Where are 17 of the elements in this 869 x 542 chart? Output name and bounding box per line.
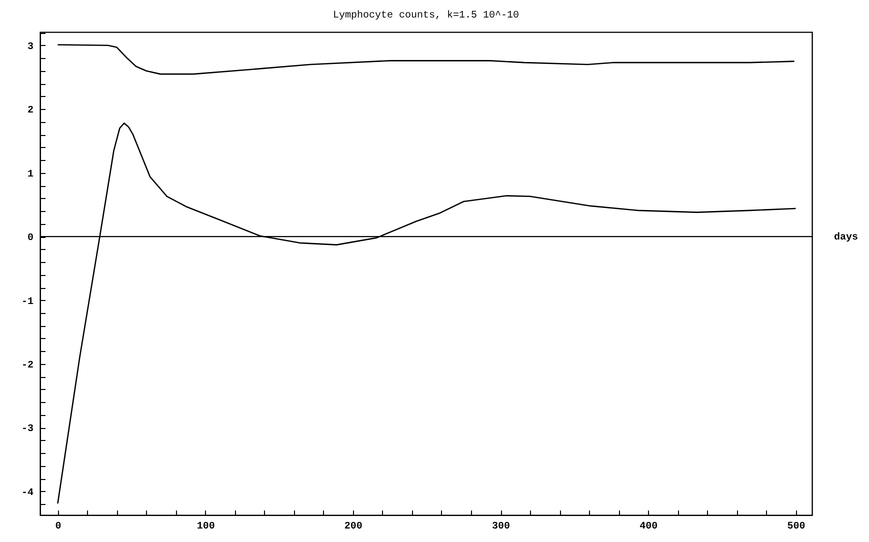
x-tick-label: 100 (196, 522, 215, 532)
x-tick-label: 400 (640, 522, 658, 532)
x-tick-label: 300 (492, 522, 510, 532)
x-tick-label: 0 (55, 522, 62, 532)
y-tick-label: -3 (21, 424, 34, 436)
chart-title: Lymphocyte counts, k=1.5 10^-10 (332, 10, 520, 22)
y-tick-label: 1 (27, 169, 34, 180)
y-tick-label: -2 (21, 360, 34, 372)
x-tick-label: 500 (787, 522, 806, 532)
y-tick-label: 2 (27, 106, 34, 117)
y-tick-label: -4 (21, 488, 34, 499)
y-tick-label: 0 (27, 233, 34, 244)
y-tick-label: -1 (21, 296, 34, 308)
y-tick-label: 3 (27, 42, 34, 53)
line-series (57, 44, 795, 75)
x-tick-label: 200 (344, 522, 362, 532)
x-axis-title: days (834, 232, 858, 244)
